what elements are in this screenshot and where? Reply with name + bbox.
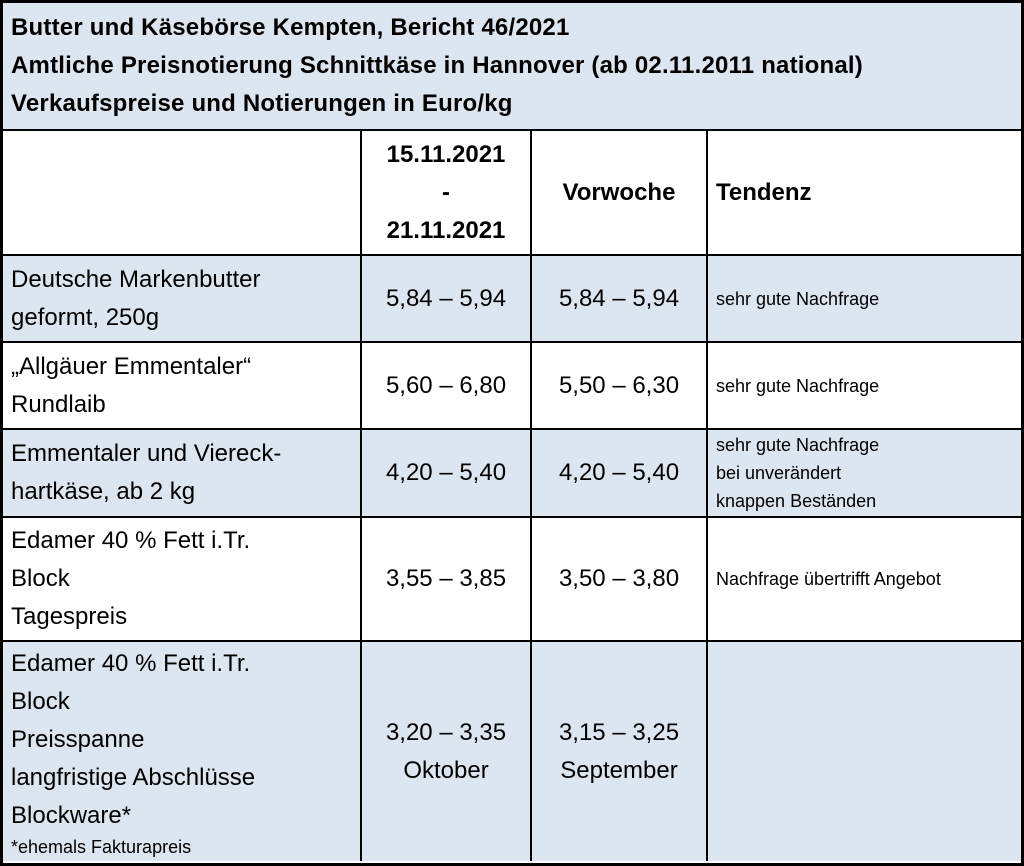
price: 5,50 – 6,30: [558, 371, 680, 399]
header-line: Verkaufspreise und Notierungen in Euro/k…: [11, 90, 513, 117]
price: Oktober: [403, 756, 489, 784]
trend-line: sehr gute Nachfrage: [716, 435, 880, 455]
trend-cell: sehr gute Nachfrage: [706, 341, 1021, 430]
data-row: Deutsche Markenbutter geformt, 250g 5,84 –…: [3, 254, 1021, 343]
previous-cell: 5,50 – 6,30: [530, 341, 708, 430]
current-cell: 4,20 – 5,40: [360, 428, 532, 518]
period-line: 21.11.2021: [386, 216, 506, 244]
data-row: Edamer 40 % Fett i.Tr. Block Tagespreis 3,5…: [3, 516, 1021, 642]
current-cell: 5,84 – 5,94: [360, 254, 532, 343]
trend-cell: sehr gute Nachfrage bei unverändert knappe…: [706, 428, 1021, 518]
product-line: Block: [11, 687, 70, 715]
product-line: Deutsche Markenbutter: [11, 265, 261, 293]
trend-cell: sehr gute Nachfrage: [706, 254, 1021, 343]
product-line: Tagespreis: [11, 603, 128, 630]
previous-cell: 5,84 – 5,94: [530, 254, 708, 343]
product-line: Edamer 40 % Fett i.Tr.: [11, 527, 251, 554]
trend-line: Nachfrage übertrifft Angebot: [716, 569, 941, 589]
price: 5,84 – 5,94: [385, 284, 507, 312]
column-header: Vorwoche: [562, 178, 676, 206]
product-line: hartkäse, ab 2 kg: [11, 478, 196, 505]
product-line: Block: [11, 565, 70, 592]
trend-line: sehr gute Nachfrage: [716, 375, 880, 396]
current-cell: 3,20 – 3,35 Oktober: [360, 640, 532, 861]
price: September: [560, 756, 678, 784]
product-line: „Allgäuer Emmentaler“: [11, 352, 252, 380]
period-cell: 15.11.2021 - 21.11.2021: [360, 131, 532, 256]
trend-line: sehr gute Nachfrage: [716, 288, 880, 309]
data-row: Edamer 40 % Fett i.Tr. Block Preisspanne la…: [3, 640, 1021, 861]
data-row: Emmentaler und Viereck-hartkäse, ab 2 kg…: [3, 428, 1021, 518]
product-line: langfristige Abschlüsse: [11, 763, 256, 791]
product-line: geformt, 250g: [11, 303, 160, 331]
header-line: Butter und Käsebörse Kempten, Bericht 46…: [11, 14, 570, 41]
data-row: „Allgäuer Emmentaler“ Rundlaib 5,60 – 6,80…: [3, 341, 1021, 430]
footnote: *ehemals Fakturapreis: [11, 836, 192, 857]
price: 3,50 – 3,80: [558, 565, 680, 592]
product-cell: Edamer 40 % Fett i.Tr. Block Tagespreis: [3, 516, 362, 642]
price: 3,15 – 3,25: [558, 718, 680, 746]
price: 4,20 – 5,40: [385, 459, 507, 486]
column-header: Tendenz: [716, 178, 812, 206]
price: 3,20 – 3,35: [385, 718, 507, 746]
price-table: 15.11.2021 - 21.11.2021 Vorwoche Tendenz Deut…: [3, 131, 1021, 861]
product-cell: Deutsche Markenbutter geformt, 250g: [3, 254, 362, 343]
price: 4,20 – 5,40: [558, 459, 680, 486]
trend-cell: [706, 640, 1021, 861]
report-header: Butter und Käsebörse Kempten, Bericht 46…: [3, 3, 1021, 131]
header-line: Amtliche Preisnotierung Schnittkäse in H…: [11, 52, 863, 79]
previous-cell: 3,50 – 3,80: [530, 516, 708, 642]
product-line: Rundlaib: [11, 390, 106, 418]
product-cell: Edamer 40 % Fett i.Tr. Block Preisspanne la…: [3, 640, 362, 861]
current-cell: 5,60 – 6,80: [360, 341, 532, 430]
trend-cell: Nachfrage übertrifft Angebot: [706, 516, 1021, 642]
period-line: -: [442, 178, 450, 206]
product-cell: „Allgäuer Emmentaler“ Rundlaib: [3, 341, 362, 430]
period-line: 15.11.2021: [386, 140, 506, 168]
previous-header: Vorwoche: [530, 131, 708, 256]
previous-cell: 4,20 – 5,40: [530, 428, 708, 518]
product-line: Blockware*: [11, 801, 132, 829]
product-line: Edamer 40 % Fett i.Tr.: [11, 649, 251, 677]
trend-line: knappen Beständen: [716, 491, 877, 511]
header-row: 15.11.2021 - 21.11.2021 Vorwoche Tendenz: [3, 131, 1021, 256]
price: 3,55 – 3,85: [385, 565, 507, 592]
previous-cell: 3,15 – 3,25 September: [530, 640, 708, 861]
trend-header: Tendenz: [706, 131, 1021, 256]
product-line: Emmentaler und Viereck-: [11, 440, 282, 467]
empty-cell: [3, 131, 362, 256]
product-line: Preisspanne: [11, 725, 145, 753]
current-cell: 3,55 – 3,85: [360, 516, 532, 642]
trend-line: bei unverändert: [716, 463, 842, 483]
price: 5,60 – 6,80: [385, 371, 507, 399]
price: 5,84 – 5,94: [558, 284, 680, 312]
product-cell: Emmentaler und Viereck-hartkäse, ab 2 kg: [3, 428, 362, 518]
